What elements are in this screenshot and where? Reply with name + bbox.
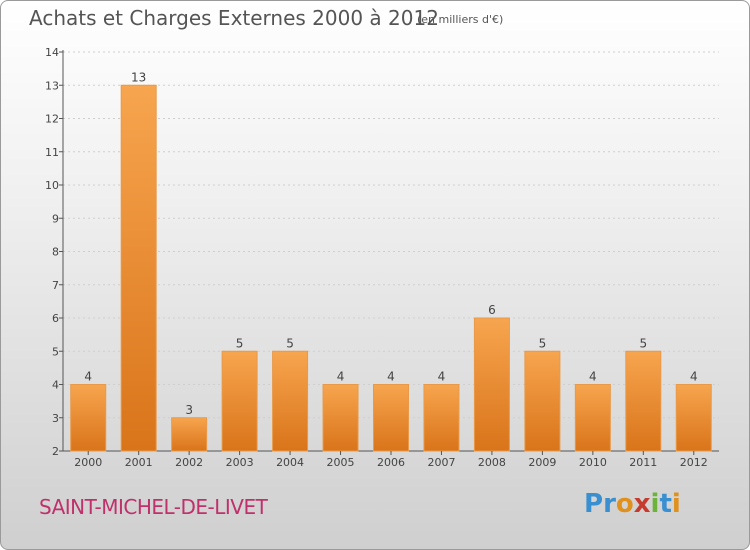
logo-letter: r	[603, 489, 616, 519]
chart-title: Achats et Charges Externes 2000 à 2012	[29, 6, 439, 30]
bar-2003	[221, 350, 258, 452]
bar-2008	[473, 317, 510, 452]
bar-2010	[574, 384, 611, 452]
x-tick-label-2006: 2006	[377, 456, 405, 469]
bar-2002	[171, 417, 208, 452]
data-label-2007: 4	[438, 370, 446, 384]
y-tick-label: 12	[45, 113, 59, 126]
data-label-2009: 5	[539, 336, 547, 350]
x-tick-label-2008: 2008	[478, 456, 506, 469]
x-tick-label-2001: 2001	[125, 456, 153, 469]
data-label-2001: 13	[131, 70, 146, 84]
bar-2012	[675, 384, 712, 452]
x-tick-label-2007: 2007	[427, 456, 455, 469]
y-tick-label: 3	[52, 412, 59, 425]
data-label-2012: 4	[690, 370, 698, 384]
x-tick-label-2003: 2003	[226, 456, 254, 469]
y-tick-label: 4	[52, 379, 59, 392]
y-tick-label: 5	[52, 345, 59, 358]
logo-letter: i	[650, 489, 660, 519]
logo-letter: t	[659, 489, 672, 519]
bar-2011	[625, 350, 662, 452]
x-tick-label-2002: 2002	[175, 456, 203, 469]
data-label-2008: 6	[488, 303, 496, 317]
y-tick-label: 9	[52, 212, 59, 225]
commune-name: SAINT-MICHEL-DE-LIVET	[39, 495, 268, 519]
bar-2009	[524, 350, 561, 452]
y-tick-label: 7	[52, 279, 59, 292]
y-tick-label: 14	[45, 46, 59, 59]
x-tick-label-2010: 2010	[579, 456, 607, 469]
data-label-2003: 5	[236, 336, 244, 350]
data-label-2005: 4	[337, 370, 345, 384]
unit-label: (en milliers d'€)	[417, 13, 504, 26]
data-label-2006: 4	[387, 370, 395, 384]
y-tick-label: 10	[45, 179, 59, 192]
bar-2004	[272, 350, 309, 452]
proxiti-logo: Proxiti	[584, 489, 681, 519]
logo-letter: P	[584, 489, 604, 519]
x-tick-label-2009: 2009	[528, 456, 556, 469]
bar-2006	[373, 384, 409, 452]
x-tick-label-2005: 2005	[327, 456, 355, 469]
logo-letter: o	[615, 489, 634, 519]
data-label-2011: 5	[639, 336, 647, 350]
x-tick-label-2011: 2011	[629, 456, 657, 469]
bar-2007	[423, 384, 460, 452]
bar-2001	[120, 84, 157, 452]
x-tick-label-2012: 2012	[680, 456, 708, 469]
logo-letter: x	[633, 489, 651, 519]
x-tick-label-2004: 2004	[276, 456, 304, 469]
y-tick-label: 13	[45, 79, 59, 92]
y-tick-label: 11	[45, 146, 59, 159]
logo-letter: i	[671, 489, 681, 519]
x-tick-label-2000: 2000	[74, 456, 102, 469]
y-tick-label: 8	[52, 246, 59, 259]
bar-2000	[70, 384, 107, 452]
data-label-2010: 4	[589, 370, 597, 384]
y-tick-label: 6	[52, 312, 59, 325]
data-label-2004: 5	[286, 336, 294, 350]
y-tick-label: 2	[52, 445, 59, 458]
bar-2005	[322, 384, 359, 452]
data-label-2000: 4	[84, 370, 92, 384]
data-label-2002: 3	[185, 403, 193, 417]
